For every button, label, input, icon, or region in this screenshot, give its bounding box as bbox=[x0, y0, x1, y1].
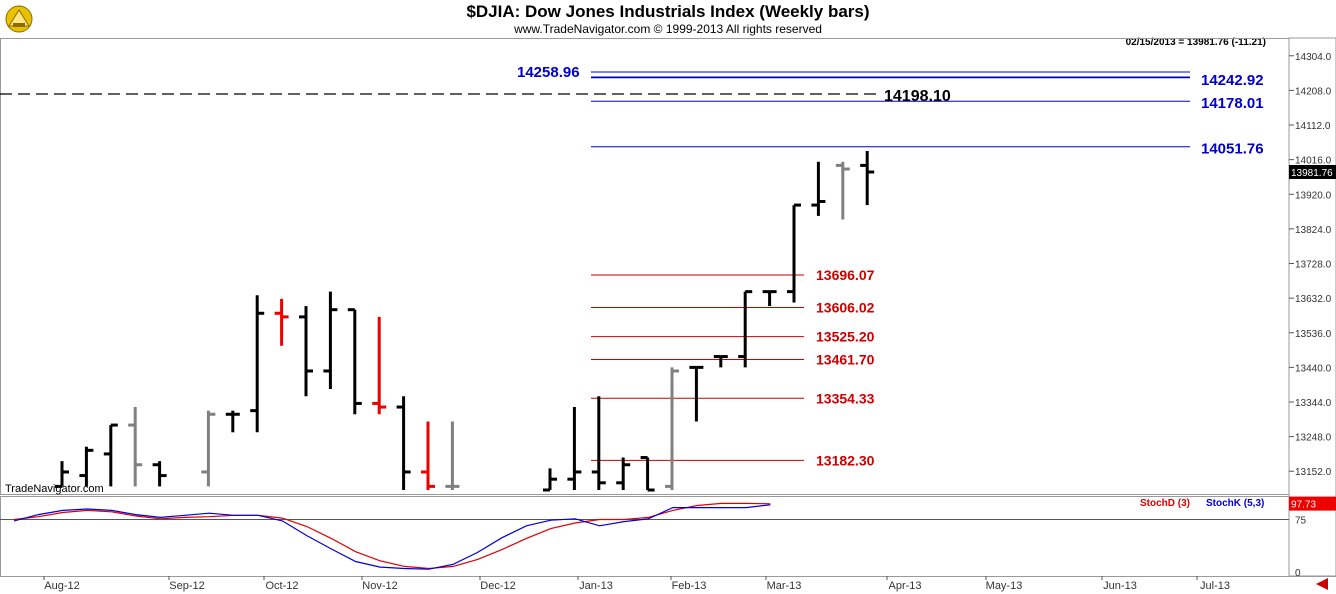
y-tick-label: 14208.0 bbox=[1295, 86, 1332, 97]
trade-navigator-logo-icon bbox=[5, 5, 33, 33]
stoch-current-badge bbox=[1289, 496, 1336, 511]
panel-frames bbox=[0, 37, 1336, 577]
x-tick-label: Nov-12 bbox=[362, 580, 397, 592]
ohlc-bars bbox=[55, 150, 875, 492]
level-label-blue: 14242.92 bbox=[1201, 72, 1264, 89]
last-quote: 02/15/2013 = 13981.76 (-11.21) bbox=[1125, 37, 1266, 48]
watermark-text: TradeNavigator.com bbox=[5, 483, 104, 495]
legend-stochk: StochK (5,3) bbox=[1206, 498, 1264, 509]
ohlc-bar bbox=[689, 365, 704, 422]
ohlc-bar bbox=[152, 461, 167, 487]
ohlc-bar bbox=[274, 298, 289, 346]
ohlc-bar bbox=[811, 161, 826, 216]
chart-title: $DJIA: Dow Jones Industrials Index (Week… bbox=[466, 2, 870, 21]
y-tick-label: 14016.0 bbox=[1295, 156, 1332, 167]
x-tick-label: Mar-13 bbox=[767, 580, 802, 592]
ohlc-bar bbox=[79, 446, 94, 487]
y-tick-label: 13920.0 bbox=[1295, 190, 1332, 201]
ohlc-bar bbox=[543, 468, 557, 492]
price-levels: 14258.96 14242.92 14178.01 14051.76 14198.10… bbox=[0, 64, 1264, 468]
ohlc-bar bbox=[835, 161, 850, 220]
current-price-label: 13981.76 bbox=[1291, 168, 1333, 179]
level-label-red: 13182.30 bbox=[816, 452, 875, 468]
x-tick-label: Oct-12 bbox=[265, 580, 298, 592]
ohlc-bar bbox=[421, 421, 435, 490]
x-tick-label: Dec-12 bbox=[480, 580, 515, 592]
ohlc-bar bbox=[713, 355, 728, 368]
x-tick-label: Sep-12 bbox=[169, 580, 204, 592]
ohlc-bar bbox=[860, 150, 875, 206]
ohlc-bar bbox=[640, 456, 655, 492]
y-tick-label: 13344.0 bbox=[1295, 398, 1332, 409]
level-label-red: 13606.02 bbox=[816, 300, 875, 316]
level-label-blue: 14258.96 bbox=[517, 64, 580, 81]
price-y-axis: 14304.0 14208.0 14112.0 14016.0 13920.0 13824… bbox=[1289, 52, 1336, 478]
y-tick-label: 14304.0 bbox=[1295, 52, 1332, 63]
level-label-red: 13525.20 bbox=[816, 329, 875, 345]
level-label-blue: 14051.76 bbox=[1201, 141, 1264, 158]
price-panel-frame bbox=[0, 38, 1290, 495]
ohlc-bar bbox=[128, 407, 143, 487]
y-tick-label: 13440.0 bbox=[1295, 363, 1332, 374]
x-tick-label: Apr-13 bbox=[888, 580, 921, 592]
ohlc-bar bbox=[738, 290, 753, 368]
stoch-y-tick-label: 75 bbox=[1295, 516, 1307, 527]
ohlc-bar bbox=[665, 367, 679, 490]
ohlc-bar bbox=[787, 203, 801, 303]
ohlc-bar bbox=[323, 291, 338, 390]
ohlc-bar bbox=[250, 295, 265, 433]
y-tick-label: 13632.0 bbox=[1295, 294, 1332, 305]
stochastic-panel: 75 0 97.73 StochD (3) StochK (5,3) bbox=[0, 496, 1336, 579]
ohlc-bar bbox=[396, 396, 411, 490]
ohlc-bar bbox=[347, 308, 362, 415]
stochastic-panel-frame bbox=[0, 496, 1290, 577]
legend-stochd: StochD (3) bbox=[1140, 498, 1190, 509]
stoch-y-tick-label: 0 bbox=[1295, 568, 1301, 579]
x-tick-label: Jan-13 bbox=[579, 580, 613, 592]
x-tick-label: May-13 bbox=[986, 580, 1023, 592]
ohlc-bar bbox=[55, 461, 69, 488]
ohlc-bar bbox=[225, 410, 240, 433]
ohlc-bar bbox=[201, 410, 216, 487]
scroll-arrow-icon bbox=[1316, 578, 1328, 590]
x-tick-label: Jun-13 bbox=[1103, 580, 1137, 592]
level-label-red: 13461.70 bbox=[816, 352, 875, 368]
y-tick-label: 13824.0 bbox=[1295, 225, 1332, 236]
stoch-current-label: 97.73 bbox=[1291, 500, 1316, 511]
copyright-text: www.TradeNavigator.com © 1999-2013 All r… bbox=[514, 22, 822, 36]
ohlc-bar bbox=[567, 407, 582, 490]
y-tick-label: 13728.0 bbox=[1295, 260, 1332, 271]
x-tick-label: Feb-13 bbox=[672, 580, 707, 592]
ohlc-bar bbox=[103, 423, 118, 487]
chart-header: $DJIA: Dow Jones Industrials Index (Week… bbox=[0, 0, 1336, 39]
y-tick-label: 13152.0 bbox=[1295, 467, 1332, 478]
level-label-blue: 14178.01 bbox=[1201, 95, 1264, 112]
level-label-dashed: 14198.10 bbox=[884, 88, 951, 105]
x-tick-label: Aug-12 bbox=[44, 580, 79, 592]
ohlc-bar bbox=[616, 457, 631, 490]
y-tick-label: 13536.0 bbox=[1295, 329, 1332, 340]
y-axis-frame bbox=[1288, 37, 1336, 577]
y-tick-label: 14112.0 bbox=[1295, 121, 1331, 132]
ohlc-bar bbox=[445, 421, 460, 490]
level-label-red: 13696.07 bbox=[816, 267, 875, 283]
stoch-d-line bbox=[13, 502, 771, 570]
level-label-red: 13354.33 bbox=[816, 390, 875, 406]
time-x-axis: Aug-12 Sep-12 Oct-12 Nov-12 Dec-12 Jan-13 Feb-… bbox=[43, 576, 1328, 592]
current-price-badge bbox=[1289, 164, 1336, 179]
ohlc-bar bbox=[299, 306, 313, 397]
x-tick-label: Jul-13 bbox=[1200, 580, 1230, 592]
y-tick-label: 13248.0 bbox=[1295, 433, 1332, 444]
ohlc-bar bbox=[372, 316, 387, 415]
ohlc-bar bbox=[762, 290, 777, 307]
stoch-k-line bbox=[13, 504, 771, 570]
ohlc-bar bbox=[591, 396, 606, 490]
